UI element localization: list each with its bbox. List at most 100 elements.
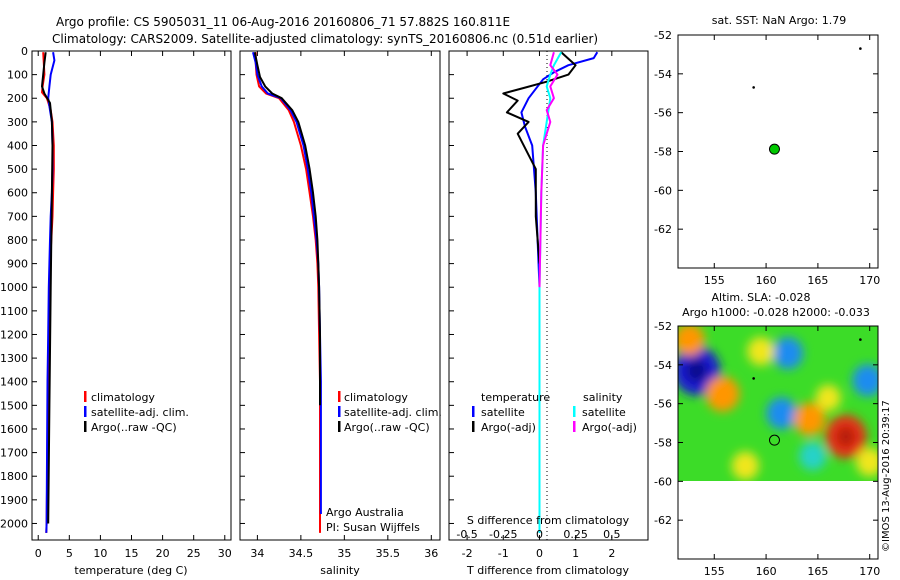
- sla-feature-high: [705, 376, 740, 412]
- map-y-tick-label: -60: [654, 184, 672, 197]
- legend-label-argo: Argo(..raw -QC): [91, 421, 177, 434]
- series-line-1: [520, 51, 599, 533]
- sla-feature-low: [766, 397, 797, 430]
- map-y-tick-label: -56: [654, 107, 672, 120]
- y-tick-label: 1200: [0, 328, 28, 341]
- x-tick-label: 1: [572, 547, 579, 560]
- sst-map-points: [752, 47, 862, 155]
- header-line2: Climatology: CARS2009. Satellite-adjuste…: [52, 32, 598, 46]
- temperature-x-label: temperature (deg C): [74, 564, 187, 577]
- x-tick-label: 5: [66, 547, 73, 560]
- map-y-tick-label: -56: [654, 398, 672, 411]
- sla-feature-high: [793, 402, 826, 436]
- map-x-tick-label: 160: [756, 565, 777, 578]
- sla-map-axes: 155 160 165 170 -52 -54 -56 -58 -60 -62: [654, 320, 880, 578]
- x-tick-label: 0: [35, 547, 42, 560]
- sla-feature-high: [731, 451, 759, 481]
- map-y-tick-label: -62: [654, 223, 672, 236]
- legend-label-satellite: satellite-adj. clim.: [344, 406, 442, 419]
- argo-program-note: Argo Australia: [326, 506, 404, 519]
- sla-heatmap: [678, 326, 878, 481]
- y-tick-label: 0: [21, 45, 28, 58]
- sla-map-subtitle: Argo h1000: -0.028 h2000: -0.033: [682, 306, 870, 319]
- y-tick-label: 1600: [0, 423, 28, 436]
- sst-map-panel: sat. SST: NaN Argo: 1.79 155 160 165 170 -52…: [654, 14, 880, 287]
- map-y-tick-label: -52: [654, 320, 672, 333]
- sla-feature-low: [799, 441, 827, 471]
- previous-position-marker: [752, 377, 755, 380]
- sla-feature-low: [772, 337, 804, 370]
- legend-swatch-climatology: [84, 391, 87, 402]
- series-line-1: [254, 52, 321, 533]
- series-line-3: [253, 52, 321, 406]
- x-tick-label: 34.5: [289, 547, 314, 560]
- legend-label-climatology: climatology: [91, 391, 155, 404]
- x-tick-label: 35: [337, 547, 351, 560]
- x-tick-label: 20: [156, 547, 170, 560]
- legend-label-t-satellite: satellite: [481, 406, 525, 419]
- map-y-tick-label: -58: [654, 146, 672, 159]
- y-tick-label: 1300: [0, 352, 28, 365]
- legend-label-s-satellite: satellite: [582, 406, 626, 419]
- s-difference-x-axis: -0.5 -0.25 0 0.25 0.5: [456, 528, 620, 541]
- y-tick-label: 1800: [0, 470, 28, 483]
- x-tick-label: 15: [125, 547, 139, 560]
- y-tick-label: 1100: [0, 305, 28, 318]
- difference-axes-frame: [448, 50, 649, 541]
- previous-position-marker: [752, 86, 755, 89]
- y-tick-label: 800: [7, 234, 28, 247]
- map-y-tick-label: -52: [654, 29, 672, 42]
- series-line-3: [41, 52, 54, 524]
- y-tick-label: 2000: [0, 517, 28, 530]
- map-y-tick-label: -58: [654, 437, 672, 450]
- salinity-x-axis: 34 34.5 35 35.5 36: [250, 51, 438, 560]
- salinity-axes-frame: [239, 50, 441, 541]
- difference-lines: [502, 51, 599, 533]
- salinity-x-label: salinity: [320, 564, 360, 577]
- map-x-tick-label: 165: [807, 274, 828, 287]
- y-tick-label: 1900: [0, 494, 28, 507]
- y-tick-label: 900: [7, 258, 28, 271]
- sla-anomaly-features: [678, 326, 878, 481]
- y-tick-label: 400: [7, 139, 28, 152]
- map-y-tick-label: -62: [654, 514, 672, 527]
- t-difference-x-label: T difference from climatology: [466, 564, 629, 577]
- argo-pi-note: PI: Susan Wijffels: [326, 521, 420, 534]
- series-line-4: [538, 51, 559, 288]
- y-tick-label: 1500: [0, 399, 28, 412]
- s-tick-label: -0.25: [489, 528, 517, 541]
- imos-timestamp: ©IMOS 13-Aug-2016 20:39:17: [881, 400, 892, 552]
- previous-position-marker: [859, 47, 862, 50]
- argo-position-marker: [768, 434, 780, 446]
- y-tick-label: 300: [7, 116, 28, 129]
- t-difference-x-axis: -2 -1 0 1 2: [462, 51, 615, 560]
- difference-panel: -2 -1 0 1 2 -0.5 -0.25 0 0.25 0.5 S difference f…: [448, 50, 649, 577]
- x-tick-label: 10: [93, 547, 107, 560]
- legend-swatch-s-satellite: [573, 406, 576, 417]
- x-tick-label: -2: [462, 547, 473, 560]
- sla-map-title: Altim. SLA: -0.028: [711, 291, 810, 304]
- y-tick-label: 1000: [0, 281, 28, 294]
- y-tick-label: 200: [7, 92, 28, 105]
- legend-swatch-t-argo: [472, 421, 475, 432]
- x-tick-label: 25: [187, 547, 201, 560]
- temperature-axes-frame: [31, 50, 232, 541]
- salinity-lines: [252, 51, 322, 533]
- salinity-legend: climatology satellite-adj. clim. Argo(..…: [338, 391, 442, 434]
- difference-legend: temperature salinity satellite Argo(-adj…: [472, 391, 637, 434]
- s-tick-label: 0.25: [563, 528, 588, 541]
- argo-position-marker: [768, 143, 780, 155]
- temperature-lines: [41, 52, 56, 533]
- map-x-tick-label: 160: [756, 274, 777, 287]
- sla-feature-core: [836, 426, 856, 448]
- legend-swatch-satellite: [338, 406, 341, 417]
- map-x-tick-label: 155: [704, 565, 725, 578]
- sla-map-panel: Altim. SLA: -0.028 Argo h1000: -0.028 h2…: [654, 291, 880, 578]
- legend-label-s-argo: Argo(-adj): [582, 421, 637, 434]
- y-tick-label: 1700: [0, 447, 28, 460]
- legend-label-t-argo: Argo(-adj): [481, 421, 536, 434]
- sla-feature-high: [856, 447, 878, 477]
- y-tick-label: 100: [7, 69, 28, 82]
- y-tick-label: 700: [7, 210, 28, 223]
- s-tick-label: -0.5: [456, 528, 477, 541]
